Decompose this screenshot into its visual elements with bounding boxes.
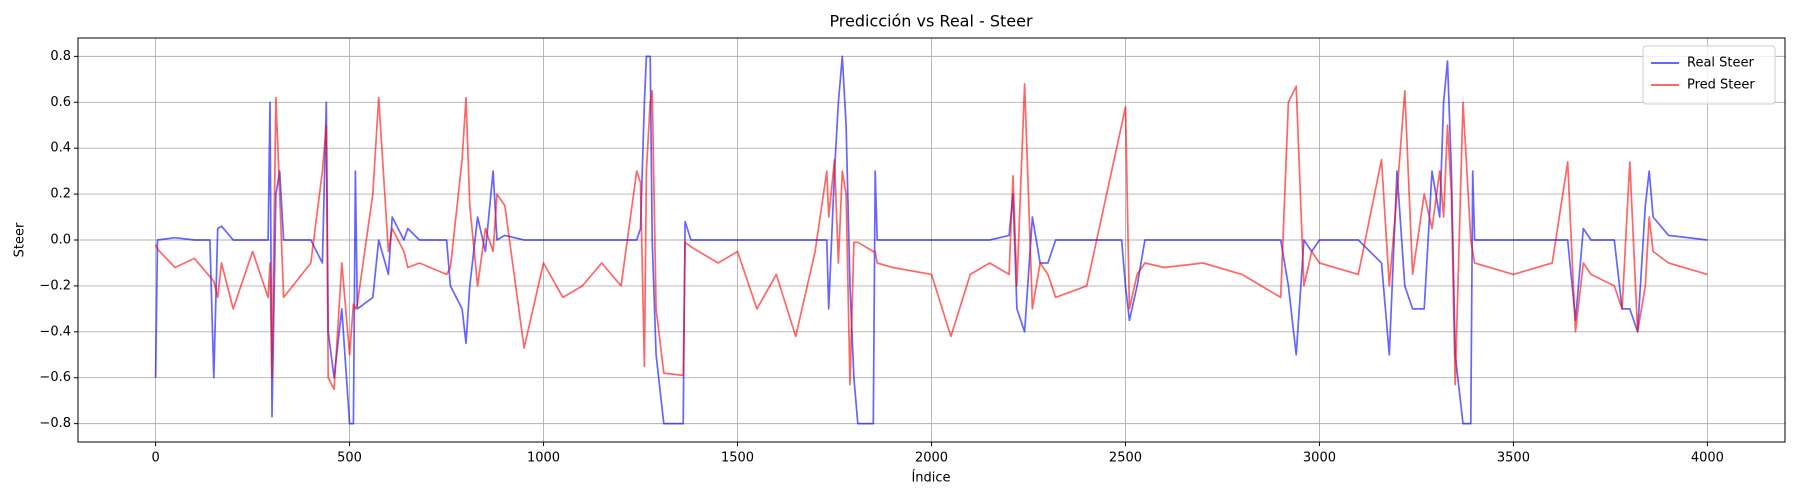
y-tick-label: 0.2 (50, 187, 71, 202)
x-tick-label: 0 (151, 451, 159, 466)
y-axis-label: Steer (13, 222, 28, 257)
y-tick-label: 0.6 (50, 95, 71, 110)
series-line (154, 83, 1708, 391)
series-line (154, 55, 1708, 425)
x-tick-label: 500 (337, 451, 362, 466)
x-tick-label: 4000 (1691, 451, 1724, 466)
x-tick-label: 2500 (1109, 451, 1142, 466)
y-tick-label: −0.2 (39, 278, 71, 293)
x-axis-label: Índice (911, 470, 950, 486)
y-tick-label: 0.4 (50, 141, 71, 156)
x-tick-label: 1500 (721, 451, 754, 466)
legend-label: Real Steer (1687, 56, 1755, 71)
chart-title: Predicción vs Real - Steer (829, 12, 1033, 31)
y-tick-label: −0.6 (39, 370, 71, 385)
x-tick-label: 1000 (527, 451, 560, 466)
legend-box (1642, 45, 1776, 105)
x-tick-label: 2000 (915, 451, 948, 466)
y-tick-label: −0.8 (39, 416, 71, 431)
legend: Real Steer Pred Steer (1642, 45, 1776, 105)
legend-label: Pred Steer (1687, 78, 1755, 93)
plot-frame (77, 37, 1786, 443)
x-tick-label: 3500 (1497, 451, 1530, 466)
x-tick-label: 3000 (1303, 451, 1336, 466)
y-tick-label: 0.0 (50, 233, 71, 248)
y-tick-label: −0.4 (39, 324, 71, 339)
y-tick-label: 0.8 (50, 49, 71, 64)
